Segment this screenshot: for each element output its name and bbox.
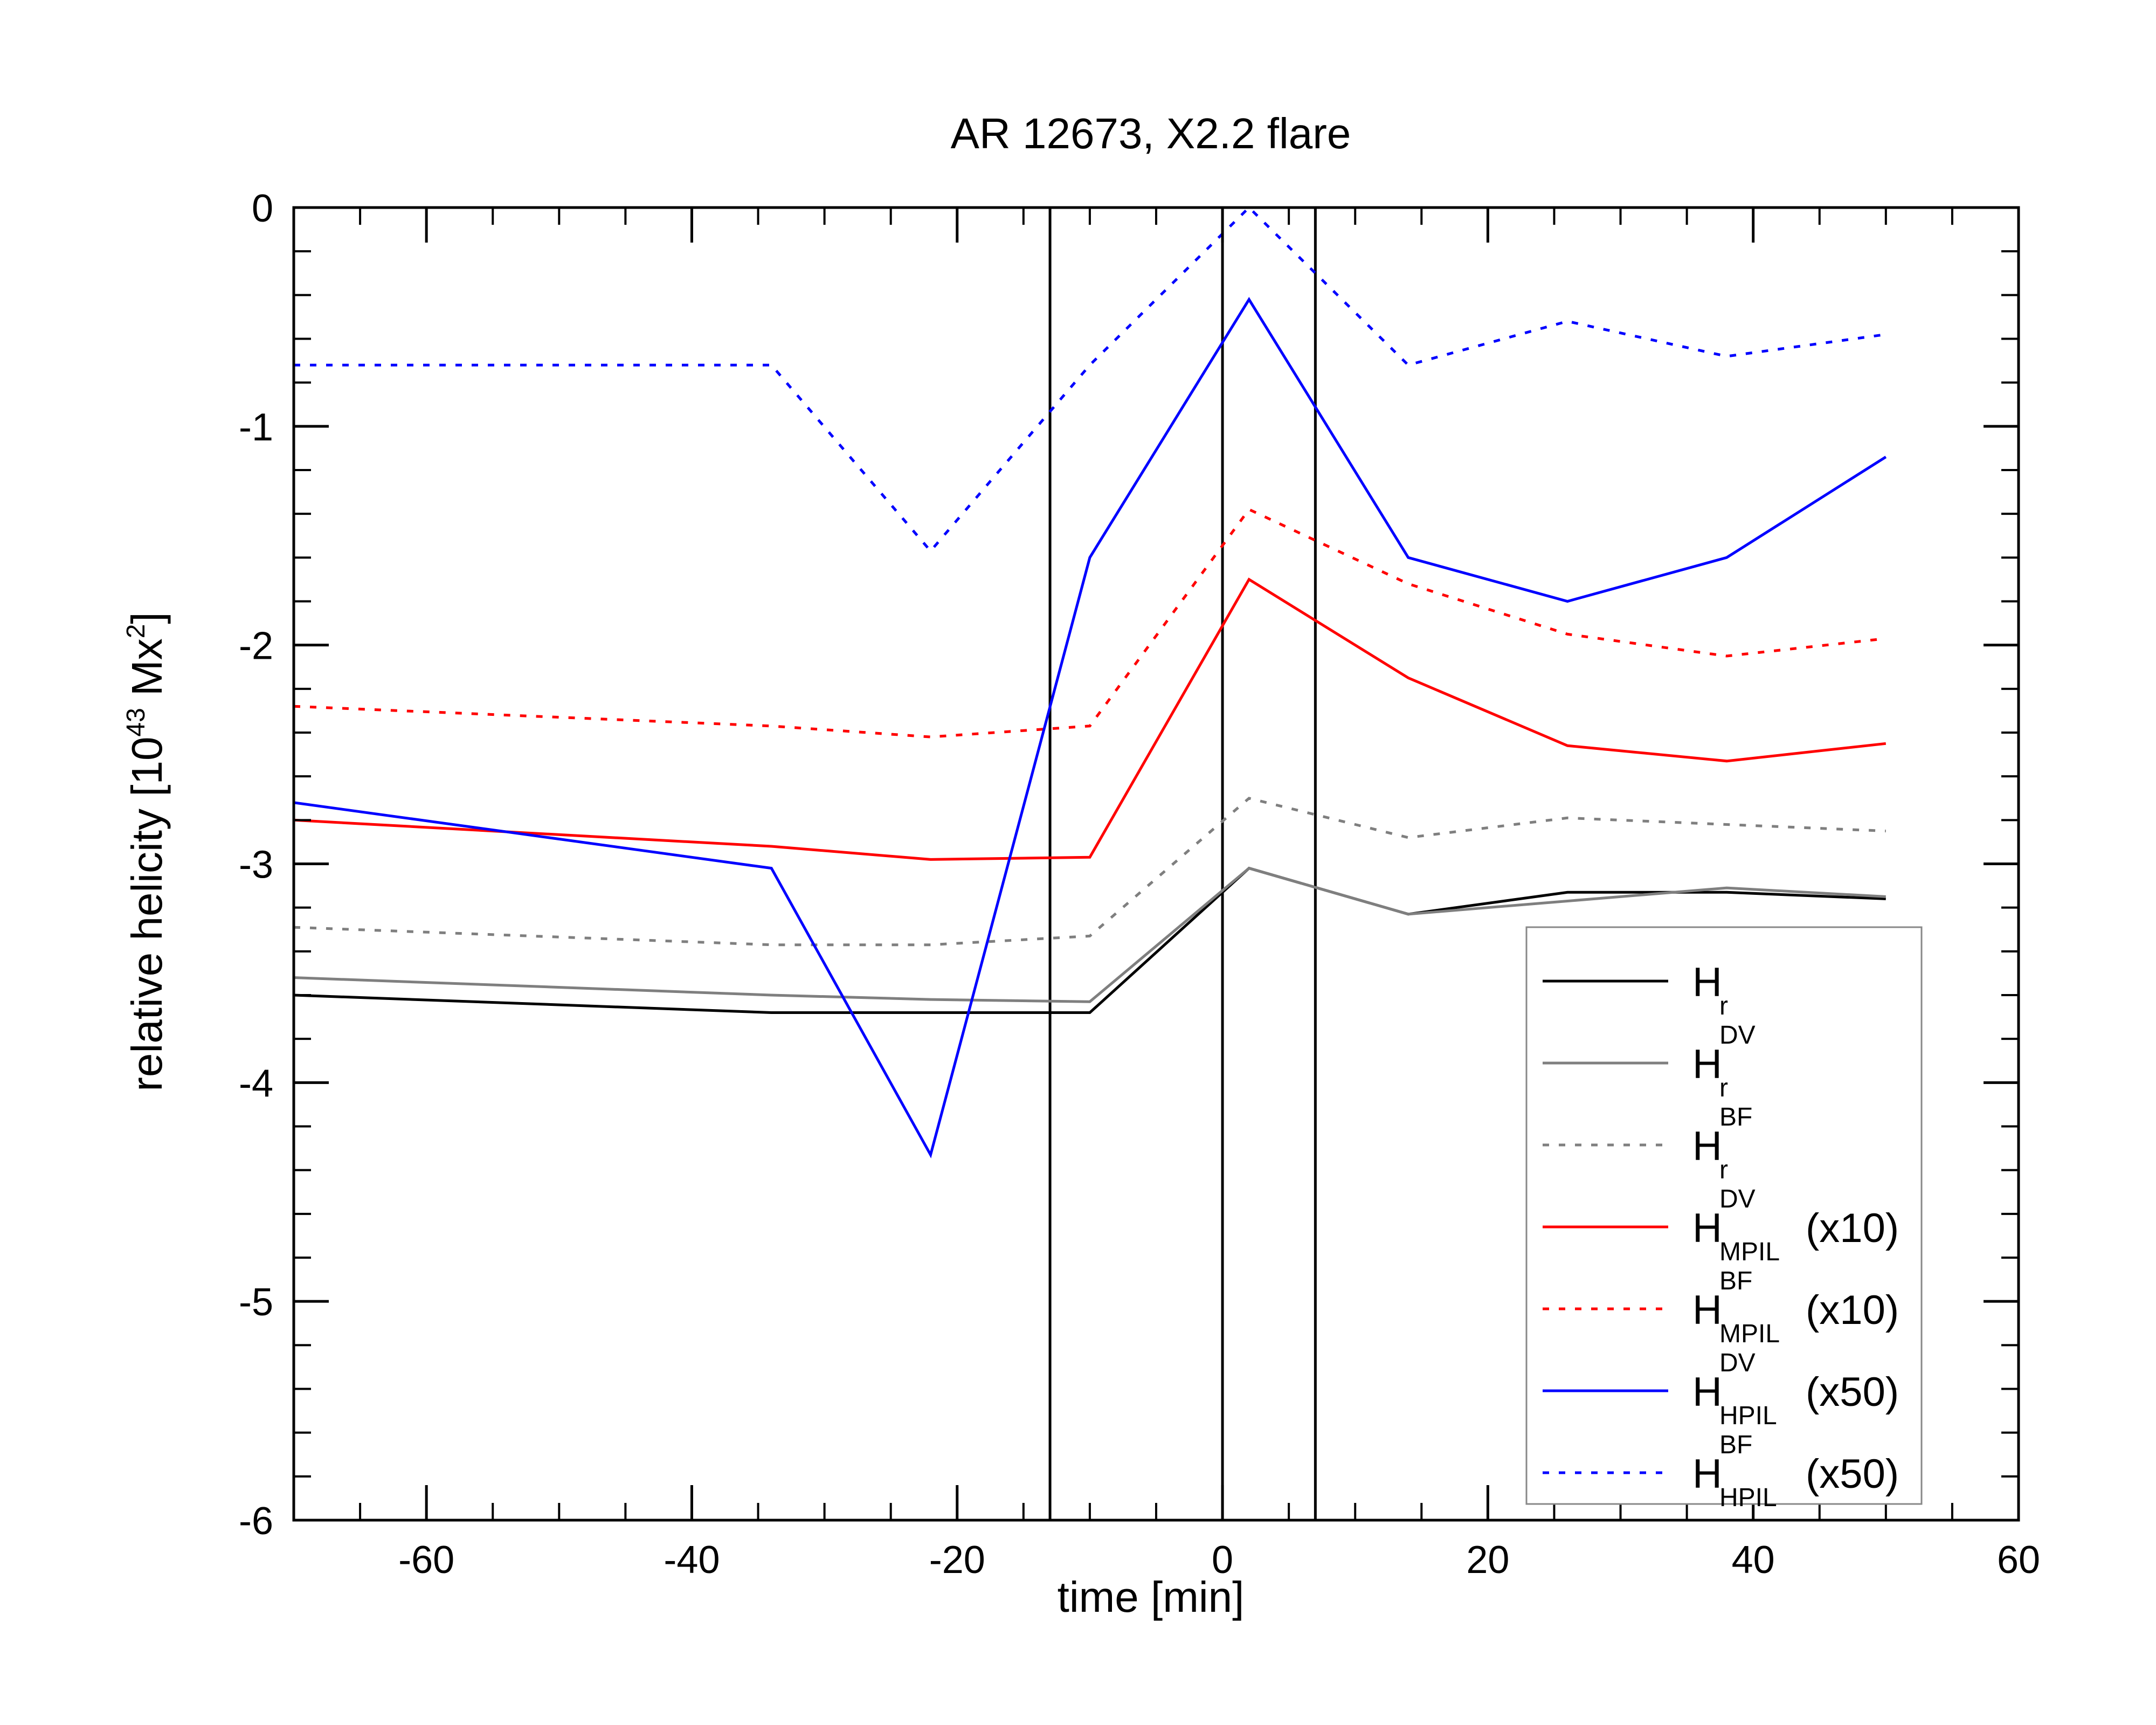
y-tick-label: -6 <box>239 1500 273 1543</box>
y-axis-title-exp2: 2 <box>122 624 150 639</box>
series-layer <box>294 205 1887 1158</box>
y-tick-label: -4 <box>239 1062 273 1105</box>
y-axis-title-mid: Mx <box>123 638 171 708</box>
y-tick-label: -1 <box>239 406 273 449</box>
y-axis-title-prefix: relative helicity [10 <box>123 737 171 1092</box>
legend-box <box>1525 926 1923 1505</box>
y-tick-label: -5 <box>239 1281 273 1324</box>
x-tick-label: -60 <box>398 1538 454 1582</box>
chart-title: AR 12673, X2.2 flare <box>951 109 1351 157</box>
legend-label-6: H HPILBF(x50) <box>1692 1431 1899 1512</box>
legend-label-4: H MPILBF(x10) <box>1692 1267 1899 1348</box>
series-line-1 <box>294 866 1886 1003</box>
axes-layer: -60 -40 -20 0 20 40 60 0 -1 -2 -3 -4 -5 -6 <box>239 187 2040 1582</box>
legend-label-5: H HPILDV(x50) <box>1692 1349 1899 1430</box>
flare-time-markers <box>1048 208 1317 1520</box>
series-line-2 <box>294 797 1886 947</box>
x-tick-label: 40 <box>1732 1538 1775 1582</box>
x-tick-label: -20 <box>929 1538 985 1582</box>
y-axis-title-suffix: ] <box>123 612 171 624</box>
y-axis-title-exp: 43 <box>122 708 150 736</box>
series-line-5 <box>294 296 1887 1158</box>
series-line-3 <box>294 577 1887 861</box>
x-tick-label: 0 <box>1212 1538 1233 1582</box>
legend-label-3: H MPILDV(x10) <box>1692 1185 1899 1266</box>
x-tick-label: 60 <box>1997 1538 2040 1582</box>
x-axis-title: time [min] <box>1058 1573 1245 1621</box>
x-tick-label: -40 <box>664 1538 720 1582</box>
y-tick-label: 0 <box>252 187 273 230</box>
y-axis-title: relative helicity [1043 Mx2] <box>122 612 171 1091</box>
y-tick-label: -3 <box>239 844 273 887</box>
y-tick-label: -2 <box>239 625 273 668</box>
x-tick-label: 20 <box>1466 1538 1509 1582</box>
